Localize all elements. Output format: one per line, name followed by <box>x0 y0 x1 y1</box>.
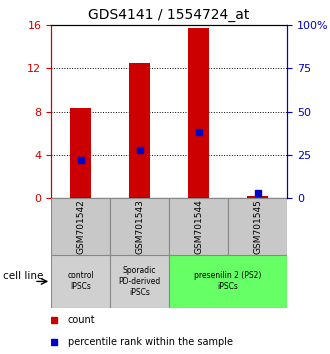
Text: Sporadic
PD-derived
iPSCs: Sporadic PD-derived iPSCs <box>118 266 161 297</box>
Bar <box>247 196 268 198</box>
Bar <box>188 28 209 198</box>
Text: count: count <box>68 315 95 325</box>
Bar <box>169 198 228 255</box>
Bar <box>129 63 150 198</box>
Title: GDS4141 / 1554724_at: GDS4141 / 1554724_at <box>88 8 250 22</box>
Text: presenilin 2 (PS2)
iPSCs: presenilin 2 (PS2) iPSCs <box>194 272 262 291</box>
Bar <box>228 198 287 255</box>
Bar <box>70 108 91 198</box>
Text: cell line: cell line <box>3 271 44 281</box>
Bar <box>110 198 169 255</box>
Bar <box>169 255 287 308</box>
Bar <box>51 198 110 255</box>
Bar <box>110 255 169 308</box>
Text: GSM701545: GSM701545 <box>253 199 262 254</box>
Text: GSM701543: GSM701543 <box>135 199 144 254</box>
Text: percentile rank within the sample: percentile rank within the sample <box>68 337 233 347</box>
Text: GSM701544: GSM701544 <box>194 199 203 254</box>
Bar <box>51 255 110 308</box>
Text: control
IPSCs: control IPSCs <box>67 272 94 291</box>
Text: GSM701542: GSM701542 <box>76 199 85 254</box>
